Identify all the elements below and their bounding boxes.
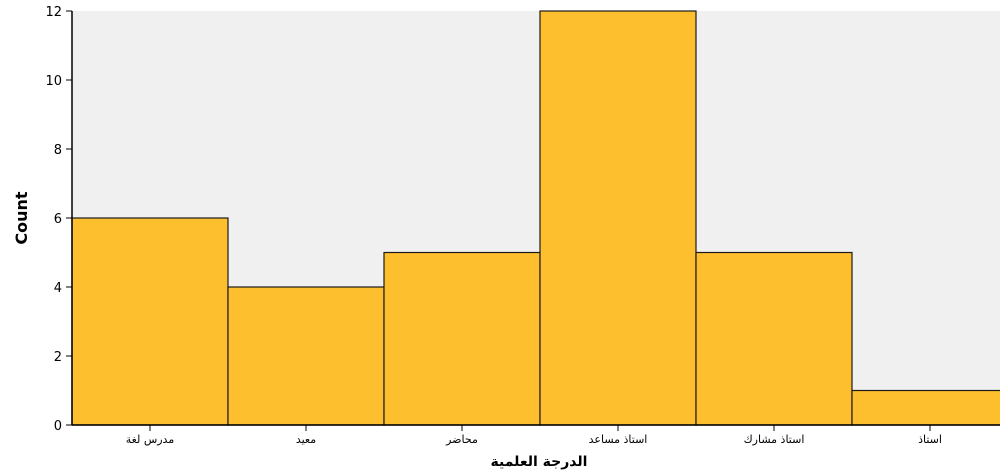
y-tick-label: 2 (54, 350, 62, 365)
x-axis-title: الدرجة العلمية (491, 454, 588, 470)
bar-6 (851, 389, 1000, 426)
y-tick-label: 12 (45, 5, 62, 20)
x-tick-label: استاذ مشارك (744, 433, 805, 446)
bar-2 (227, 286, 385, 426)
bars-group (71, 10, 1000, 426)
x-tick-label: محاضر (445, 433, 478, 446)
x-axis: مدرس لغة معيد محاضر استاذ مساعد استاذ مشارك ا… (72, 424, 1000, 446)
x-tick-label: استاذ (918, 433, 942, 446)
x-tick-label: مدرس لغة (126, 433, 175, 446)
bar-3 (383, 251, 541, 426)
bar-5 (695, 251, 853, 426)
x-tick-label: استاذ مساعد (589, 433, 648, 446)
y-tick-label: 8 (54, 143, 62, 158)
y-tick-label: 0 (54, 419, 62, 434)
y-axis-title: Count (12, 191, 31, 245)
y-axis: 0 2 4 6 8 10 12 (45, 5, 73, 434)
y-tick-label: 10 (45, 74, 62, 89)
bar-1 (71, 217, 229, 426)
bar-4 (539, 10, 697, 426)
y-tick-label: 4 (54, 281, 62, 296)
x-tick-label: معيد (296, 433, 316, 446)
y-tick-label: 6 (54, 212, 62, 227)
